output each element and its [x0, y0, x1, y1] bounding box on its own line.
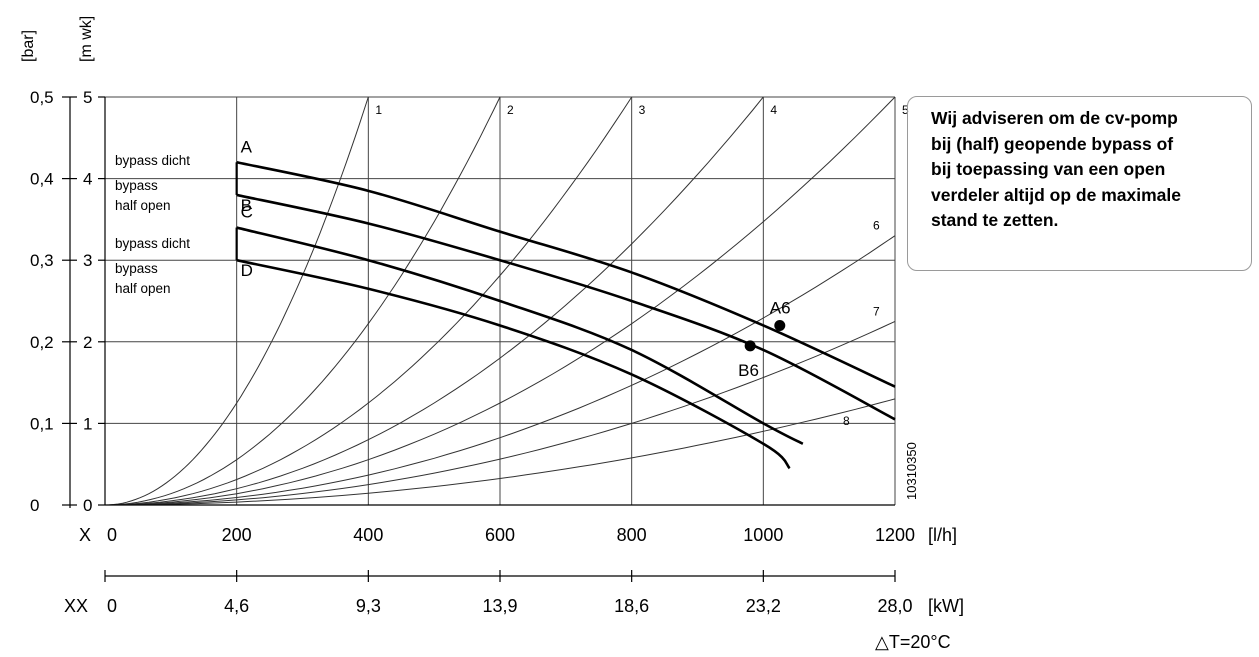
note-line: stand te zetten. [931, 210, 1059, 230]
system-curve-8 [105, 398, 896, 506]
system-curve-label: 6 [873, 219, 880, 233]
x-axis-tick-label: 600 [485, 525, 515, 545]
pump-curve-B [236, 193, 896, 421]
xx-axis-tick-label: 18,6 [614, 596, 649, 616]
xx-axis-tick-label: 23,2 [746, 596, 781, 616]
series-label: bypass [115, 261, 158, 276]
system-curve-7 [104, 320, 896, 506]
x-axis-name: X [79, 525, 91, 545]
pump-curve-D [236, 258, 791, 470]
series-label: half open [115, 198, 171, 213]
advice-note: Wij adviseren om de cv-pomp bij (half) g… [907, 96, 1252, 271]
system-curve-label: 3 [639, 103, 646, 117]
xx-axis-tick-label: 4,6 [224, 596, 249, 616]
mwk-axis-tick-label: 5 [83, 88, 92, 107]
bar-axis-tick-label: 0 [30, 496, 39, 515]
xx-axis-tick-label: 13,9 [482, 596, 517, 616]
system-curve-label: 5 [902, 103, 909, 117]
pump-curve-C [236, 226, 804, 445]
mwk-axis-unit: [m wk] [78, 16, 95, 62]
system-curve-6 [104, 235, 896, 506]
series-letter-b: B [241, 196, 252, 215]
pump-curve-A [236, 161, 896, 388]
delta-t-label: △T=20°C [875, 632, 951, 652]
system-curve-label: 2 [507, 103, 514, 117]
x-axis-tick-label: 1200 [875, 525, 915, 545]
mwk-axis-tick-label: 0 [83, 496, 92, 515]
operating-point-label: A6 [770, 298, 791, 317]
system-curve-label: 1 [375, 103, 382, 117]
x-axis-tick-label: 0 [107, 525, 117, 545]
x-axis-tick-label: 1000 [743, 525, 783, 545]
bar-axis-tick-label: 0,2 [30, 333, 54, 352]
xx-axis-name: XX [64, 596, 88, 616]
bar-axis-tick-label: 0,1 [30, 414, 54, 433]
operating-point-b6 [744, 340, 756, 352]
operating-point-a6 [774, 319, 786, 331]
series-label: half open [115, 281, 171, 296]
note-line: verdeler altijd op de maximale [931, 184, 1181, 205]
xx-axis-tick-label: 28,0 [877, 596, 912, 616]
xx-axis-unit: [kW] [928, 596, 964, 616]
operating-point-label: B6 [738, 361, 759, 380]
series-letter-d: D [241, 261, 253, 280]
system-curve-1 [104, 96, 369, 506]
pump-curves [235, 161, 896, 470]
series-letter-c: C [241, 203, 253, 222]
series-label: bypass [115, 178, 158, 193]
system-curve-label: 7 [873, 304, 880, 318]
xx-axis-tick-label: 0 [107, 596, 117, 616]
bar-axis-unit: [bar] [20, 30, 37, 62]
note-line: Wij adviseren om de cv-pomp [931, 108, 1178, 128]
system-curve-label: 4 [770, 103, 777, 117]
x-axis-tick-label: 400 [353, 525, 383, 545]
bar-axis-tick-label: 0,4 [30, 170, 54, 189]
mwk-axis-tick-label: 2 [83, 333, 92, 352]
system-curves [104, 96, 896, 506]
series-label: bypass dicht [115, 153, 190, 168]
system-curve-3 [104, 96, 633, 506]
bar-axis-tick-label: 0,5 [30, 88, 54, 107]
mwk-axis-tick-label: 1 [83, 414, 92, 433]
mwk-axis-tick-label: 3 [83, 251, 92, 270]
note-line: bij (half) geopende bypass of [931, 133, 1174, 154]
mwk-axis-tick-label: 4 [83, 170, 92, 189]
x-axis-tick-label: 800 [617, 525, 647, 545]
chart-axes [62, 96, 896, 582]
xx-axis-tick-label: 9,3 [356, 596, 381, 616]
system-curve-label: 8 [843, 414, 850, 428]
series-label: bypass dicht [115, 236, 190, 251]
series-letter-a: A [241, 137, 253, 156]
system-curve-5 [104, 96, 896, 506]
x-axis-tick-label: 200 [222, 525, 252, 545]
bar-axis-tick-label: 0,3 [30, 251, 54, 270]
note-line: bij toepassing van een open [931, 159, 1166, 179]
figure-id: 10310350 [904, 442, 919, 500]
system-curve-4 [104, 96, 764, 506]
system-curve-2 [104, 96, 501, 506]
x-axis-unit: [l/h] [928, 525, 957, 545]
